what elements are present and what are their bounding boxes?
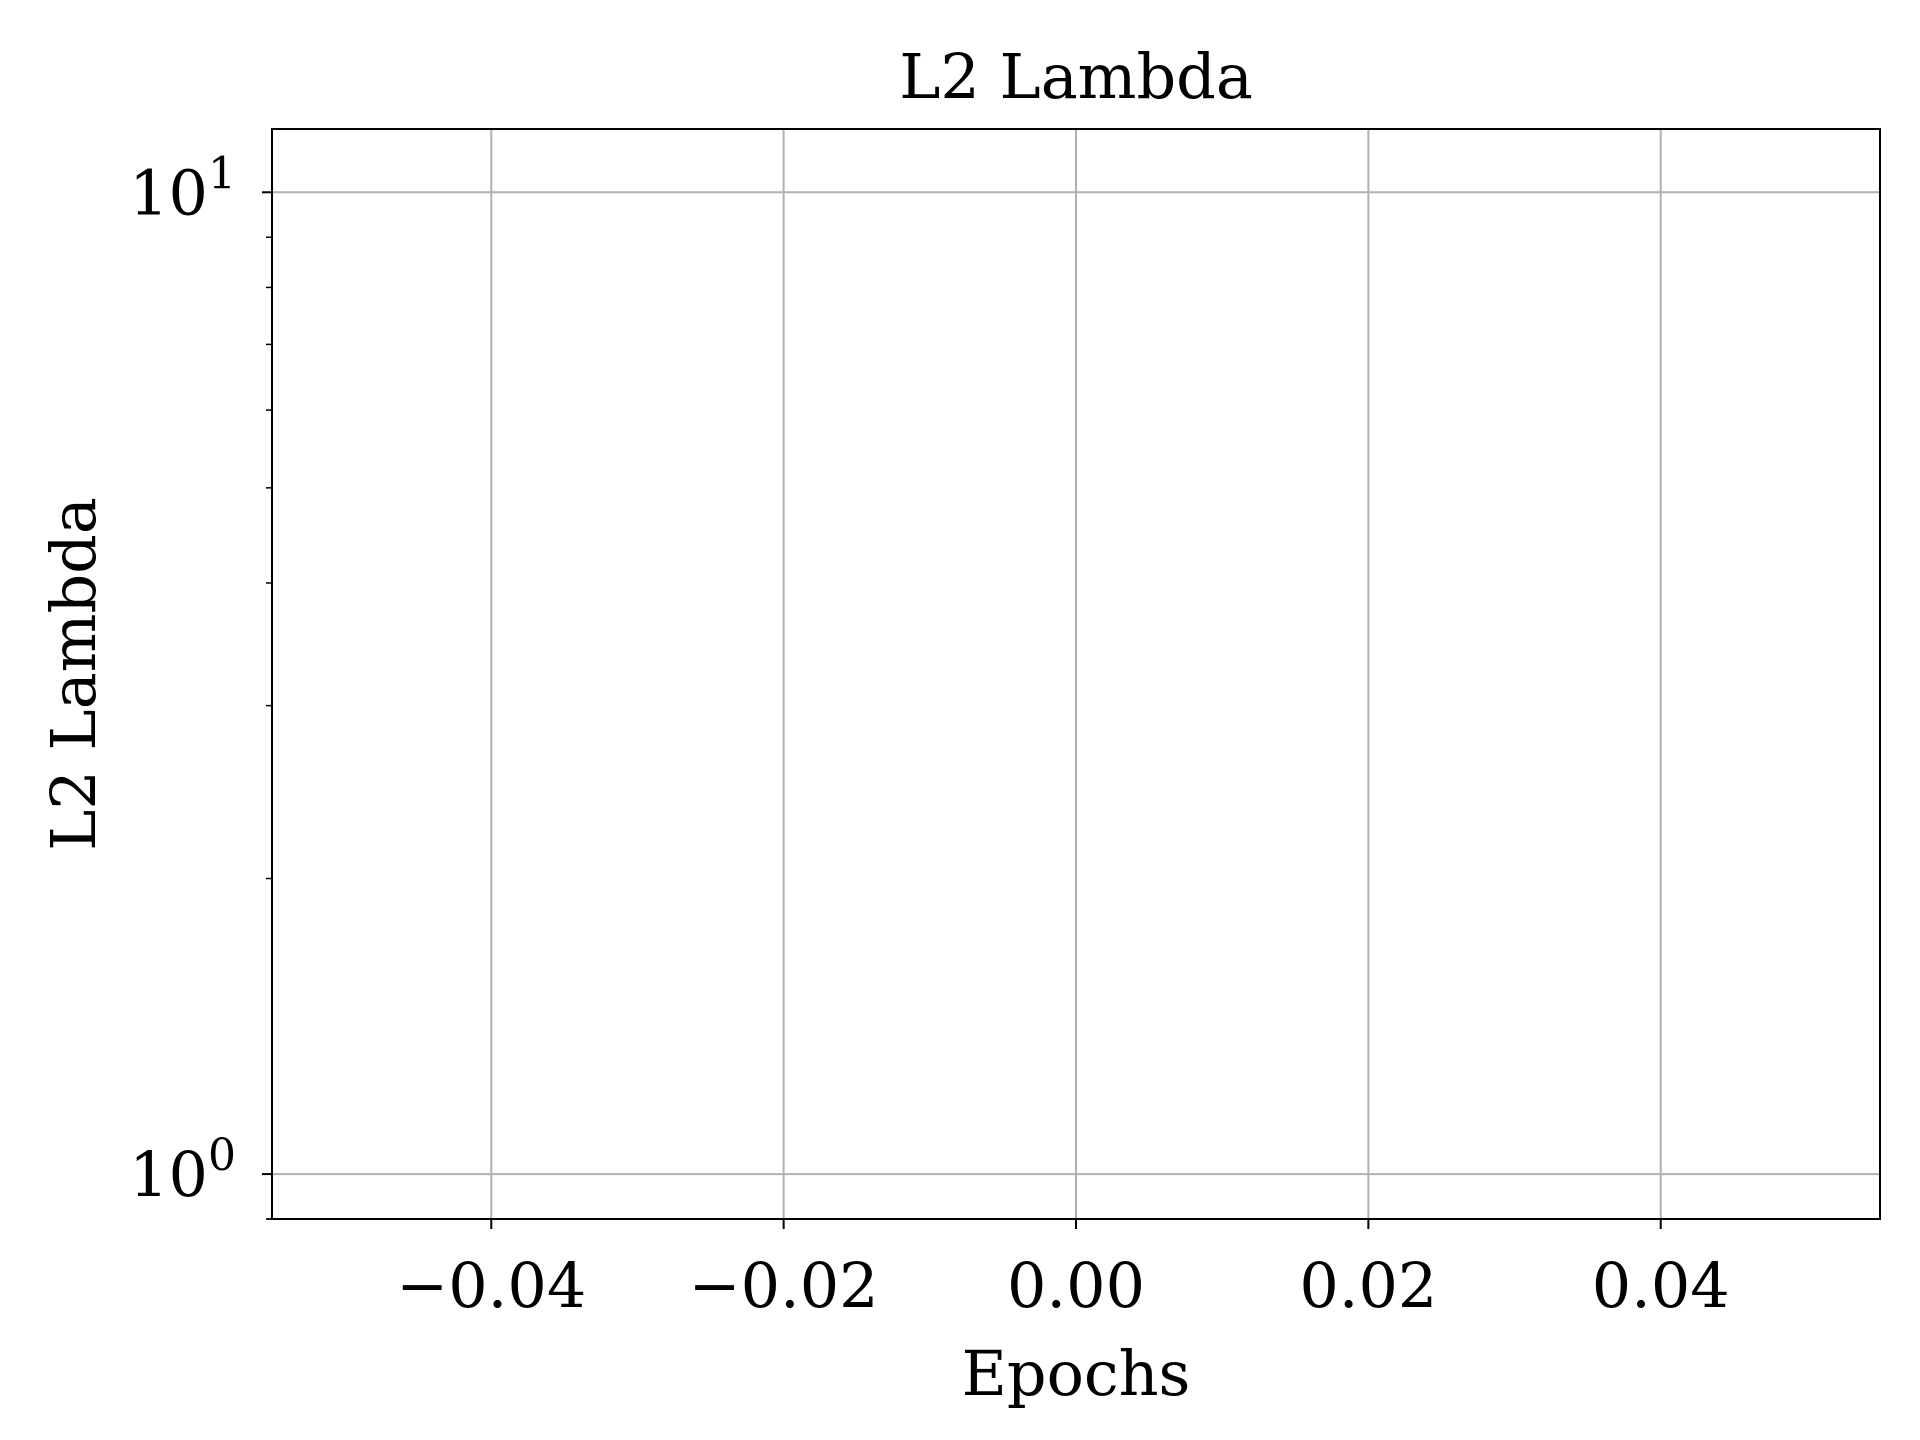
plot-frame	[271, 128, 1881, 1220]
chart-title: L2 Lambda	[899, 40, 1253, 113]
y-tick-label-exponent: 1	[208, 148, 236, 199]
x-tick-label: 0.04	[1592, 1249, 1730, 1322]
y-tick-label-exponent: 0	[208, 1130, 236, 1181]
y-tick-label: 101	[129, 148, 236, 229]
y-tick-label-base: 10	[129, 156, 208, 229]
x-tick-label: 0.02	[1299, 1249, 1437, 1322]
x-axis-label: Epochs	[962, 1337, 1191, 1410]
y-axis-label: L2 Lambda	[37, 497, 110, 851]
y-tick-label-base: 10	[129, 1138, 208, 1211]
x-tick-label: −0.04	[396, 1249, 586, 1322]
x-axis-ticks: −0.04 −0.02 0.00 0.02 0.04	[396, 1219, 1730, 1322]
grid	[272, 129, 1880, 1219]
y-tick-label: 100	[129, 1130, 236, 1211]
x-tick-label: −0.02	[689, 1249, 879, 1322]
x-tick-label: 0.00	[1007, 1249, 1145, 1322]
